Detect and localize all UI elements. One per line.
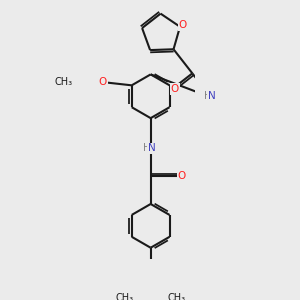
Text: O: O [178,20,187,30]
Text: CH₃: CH₃ [167,292,185,300]
Text: CH₃: CH₃ [116,292,134,300]
Text: N: N [148,143,155,153]
Text: H: H [143,143,151,153]
Text: O: O [170,84,179,94]
Text: O: O [178,171,186,181]
Text: H: H [204,91,211,101]
Text: O: O [99,77,107,87]
Text: N: N [208,91,216,101]
Text: CH₃: CH₃ [54,77,73,87]
